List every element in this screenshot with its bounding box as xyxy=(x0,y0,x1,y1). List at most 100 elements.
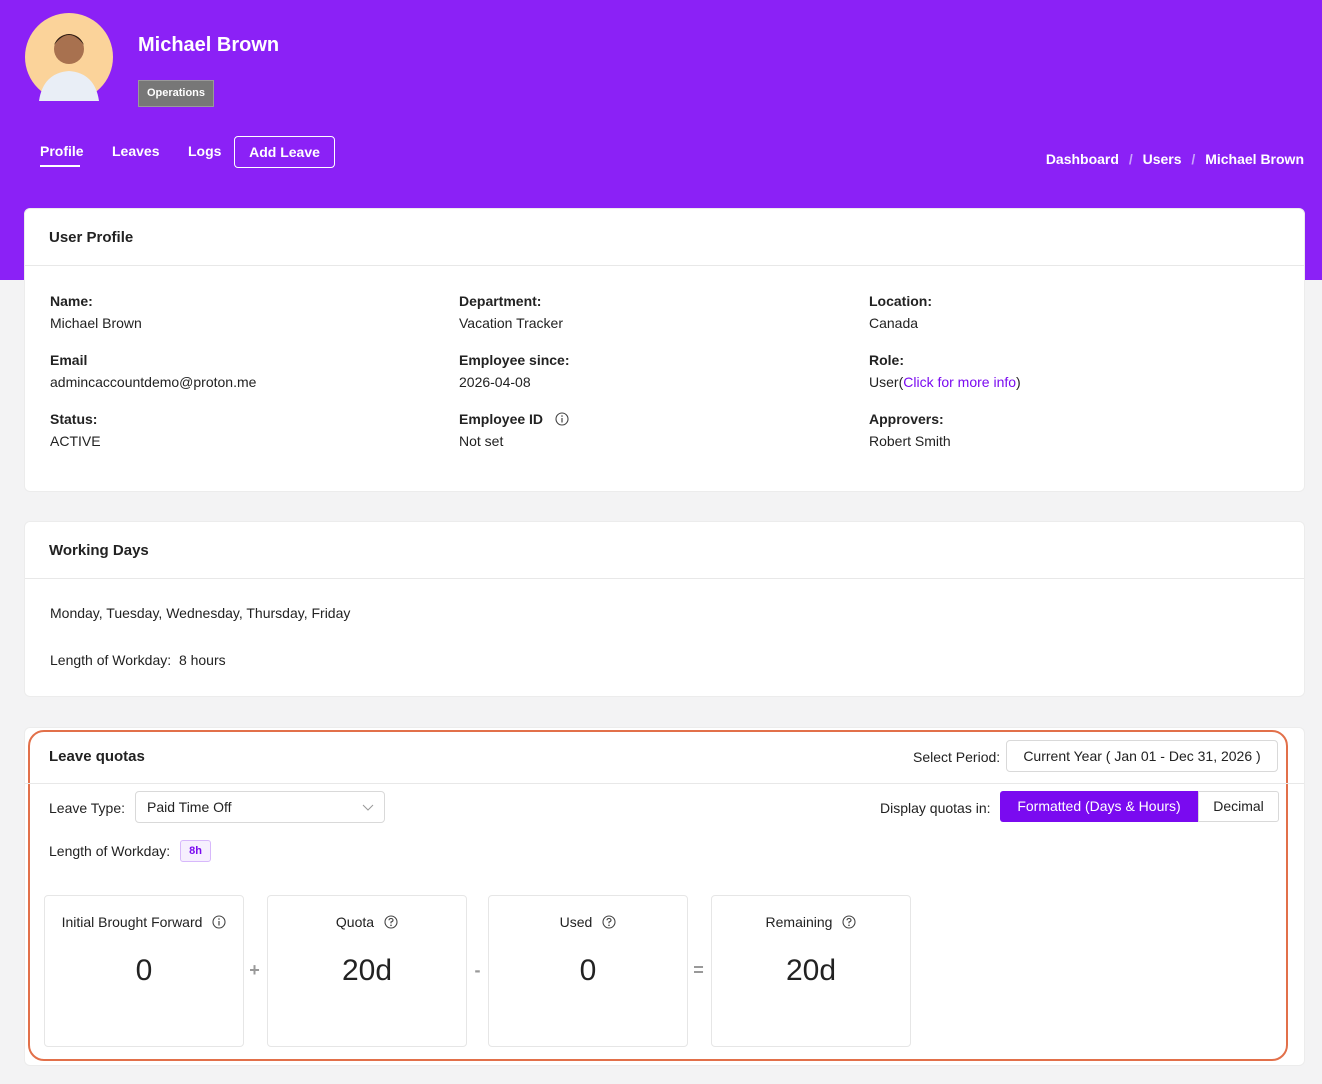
label-text: Role: xyxy=(869,352,904,368)
value-text: Michael Brown xyxy=(50,315,142,331)
field-value: 2026-04-08 xyxy=(459,374,531,390)
quota-card: Quota 20d xyxy=(267,895,467,1047)
operator: - xyxy=(474,960,481,980)
card-title: User Profile xyxy=(49,229,134,246)
label-text: Remaining xyxy=(765,914,833,930)
breadcrumb-link[interactable]: Users xyxy=(1142,151,1182,167)
label-text: Location: xyxy=(869,293,932,309)
paren: ) xyxy=(1016,374,1021,390)
label-text: Quota xyxy=(335,914,375,930)
help-icon xyxy=(842,915,857,929)
value-text: Robert Smith xyxy=(869,433,951,449)
leave-quotas-card: Leave quotas Select Period: Current Year… xyxy=(24,727,1305,1066)
period-select[interactable]: Current Year ( Jan 01 - Dec 31, 2026 ) xyxy=(1006,740,1278,772)
user-name: Michael Brown xyxy=(138,34,280,56)
tab-underline xyxy=(40,165,80,167)
operator: + xyxy=(249,960,260,980)
divider xyxy=(25,783,1304,784)
tab-leaves[interactable]: Leaves xyxy=(112,143,160,159)
field-value: admincaccountdemo@proton.me xyxy=(50,374,256,390)
profile-card: User Profile Name: Michael Brown Departmen… xyxy=(24,208,1305,492)
quota-value: 20d xyxy=(785,954,837,987)
avatar xyxy=(25,13,113,101)
link[interactable]: Click for more info xyxy=(903,374,1017,390)
tab-logs[interactable]: Logs xyxy=(188,143,222,159)
breadcrumb: Dashboard / Users / Michael Brown xyxy=(1046,151,1304,167)
quota-card: Used 0 xyxy=(488,895,688,1047)
quota-label: Used xyxy=(489,914,687,930)
label-text: Used xyxy=(559,914,593,930)
leave-type-select[interactable]: Paid Time Off xyxy=(135,791,385,823)
workday-label: Length of Workday: xyxy=(49,843,171,859)
breadcrumb-current: Michael Brown xyxy=(1205,151,1304,167)
value-text: admincaccountdemo@proton.me xyxy=(50,374,257,390)
breadcrumb-link[interactable]: Dashboard xyxy=(1045,151,1119,167)
field-label: Employee since: xyxy=(459,352,570,368)
field-label: Status: xyxy=(50,411,97,427)
value-text: Vacation Tracker xyxy=(459,315,564,331)
display-option-active[interactable]: Formatted (Days & Hours) xyxy=(1000,791,1198,822)
working-days-card: Working Days Monday, Tuesday, Wednesday,… xyxy=(24,521,1305,697)
leave-type-value: Paid Time Off xyxy=(147,799,232,815)
field-value: Michael Brown xyxy=(50,315,142,331)
label-text: Email xyxy=(50,352,88,368)
field-label: Email xyxy=(50,352,87,368)
field-label: Approvers: xyxy=(869,411,944,427)
highlight-outline xyxy=(28,730,1288,1061)
card-title: Leave quotas xyxy=(49,748,145,765)
value: 8 hours xyxy=(178,652,226,668)
display-option[interactable]: Decimal xyxy=(1198,791,1279,822)
label-text: Department: xyxy=(459,293,542,309)
label: Length of Workday: xyxy=(50,652,172,668)
workday-length: Length of Workday: 8 hours xyxy=(50,652,226,668)
quota-value: 20d xyxy=(341,954,393,987)
info-icon xyxy=(555,412,569,426)
divider xyxy=(25,265,1304,266)
quota-value: 0 xyxy=(579,954,597,987)
breadcrumb-sep: / xyxy=(1128,151,1133,167)
field-label: Role: xyxy=(869,352,904,368)
info-icon xyxy=(212,915,226,929)
field-value: ACTIVE xyxy=(50,433,101,449)
label-text: Employee since: xyxy=(459,352,570,368)
add-leave-button[interactable]: Add Leave xyxy=(234,136,335,168)
quota-label: Remaining xyxy=(712,914,910,930)
paren: ( xyxy=(898,374,904,390)
quota-card: Remaining 20d xyxy=(711,895,911,1047)
field-value: Robert Smith xyxy=(869,433,951,449)
field-label: Department: xyxy=(459,293,541,309)
value-text: ACTIVE xyxy=(50,433,101,449)
breadcrumb-sep: / xyxy=(1191,151,1196,167)
label-text: Initial Brought Forward xyxy=(61,914,203,930)
quota-card: Initial Brought Forward 0 xyxy=(44,895,244,1047)
field-value: Not set xyxy=(459,433,503,449)
field-label: Name: xyxy=(50,293,93,309)
field-value: Canada xyxy=(869,315,918,331)
quota-label: Quota xyxy=(268,914,466,930)
value-text: Not set xyxy=(459,433,504,449)
leave-type-label: Leave Type: xyxy=(49,800,126,816)
tab-profile[interactable]: Profile xyxy=(40,143,84,159)
label-text: Name: xyxy=(50,293,93,309)
workday-badge: 8h xyxy=(180,840,211,862)
working-days: Monday, Tuesday, Wednesday, Thursday, Fr… xyxy=(50,605,351,621)
field-value: User(Click for more info) xyxy=(869,374,1021,390)
field-label: Employee ID xyxy=(459,411,569,427)
label-text: Employee ID xyxy=(459,411,544,427)
help-icon xyxy=(384,915,398,929)
help-icon xyxy=(602,915,616,929)
card-title: Working Days xyxy=(49,542,149,559)
chevron xyxy=(362,804,374,811)
display-label: Display quotas in: xyxy=(880,800,991,816)
divider xyxy=(25,578,1304,579)
label-text: Status: xyxy=(50,411,98,427)
quota-value: 0 xyxy=(135,954,153,987)
department-badge: Operations xyxy=(138,80,214,107)
field-label: Location: xyxy=(869,293,932,309)
value-text: 2026-04-08 xyxy=(459,374,531,390)
label-text: Approvers: xyxy=(869,411,944,427)
value-text: User xyxy=(869,374,899,390)
value-text: Canada xyxy=(869,315,919,331)
operator: = xyxy=(693,960,704,980)
